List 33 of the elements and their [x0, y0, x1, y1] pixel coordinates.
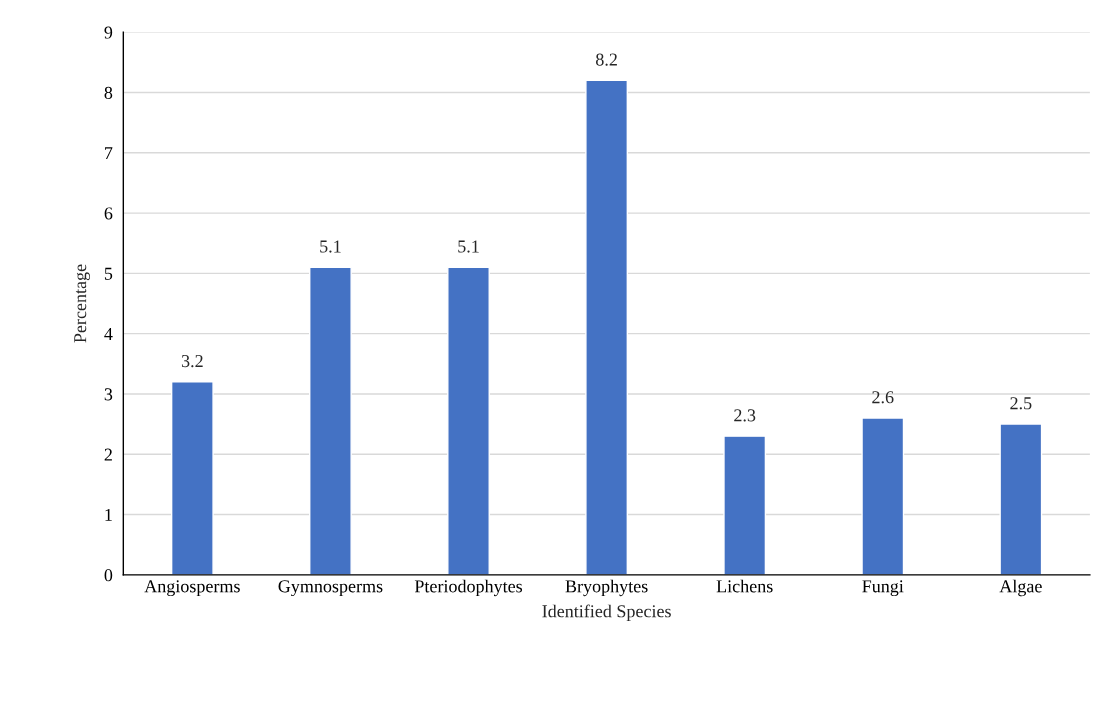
y-tick-label: 9: [104, 26, 113, 39]
y-tick-label: 5: [104, 267, 113, 280]
data-label: 5.1: [458, 240, 479, 253]
x-tick-label: Fungi: [862, 580, 904, 597]
x-tick-label: Algae: [999, 579, 1042, 597]
x-tick-label: Pteriodophytes: [414, 579, 523, 597]
x-tick-label: Lichens: [716, 579, 773, 593]
x-tick-label: Gymnosperms: [278, 580, 383, 597]
bar: [585, 79, 629, 575]
y-tick-label: 1: [105, 508, 112, 521]
y-tick-label: 0: [104, 569, 113, 582]
bar: [309, 266, 352, 575]
x-axis-title: Identified Species: [542, 604, 671, 622]
bar: [170, 381, 214, 575]
data-label: 2.5: [1010, 397, 1032, 410]
bar: [723, 435, 767, 575]
data-label: 2.3: [734, 409, 756, 422]
bar: [999, 423, 1043, 575]
data-label: 8.2: [596, 53, 617, 66]
x-tick-label: Angiosperms: [144, 580, 240, 597]
y-tick-label: 3: [104, 388, 113, 401]
bar: [447, 266, 490, 575]
y-tick-label: 4: [104, 328, 113, 340]
x-tick-label: Bryophytes: [565, 579, 648, 597]
y-tick-label: 6: [104, 207, 113, 220]
bar: [861, 417, 905, 575]
data-label: 3.2: [181, 354, 203, 368]
y-tick-label: 8: [104, 86, 113, 99]
y-axis-title: Percentage: [74, 264, 90, 343]
data-label: 5.1: [320, 240, 341, 253]
data-label: 2.6: [872, 391, 894, 404]
y-tick-label: 7: [105, 147, 113, 160]
y-tick-label: 2: [104, 448, 112, 461]
